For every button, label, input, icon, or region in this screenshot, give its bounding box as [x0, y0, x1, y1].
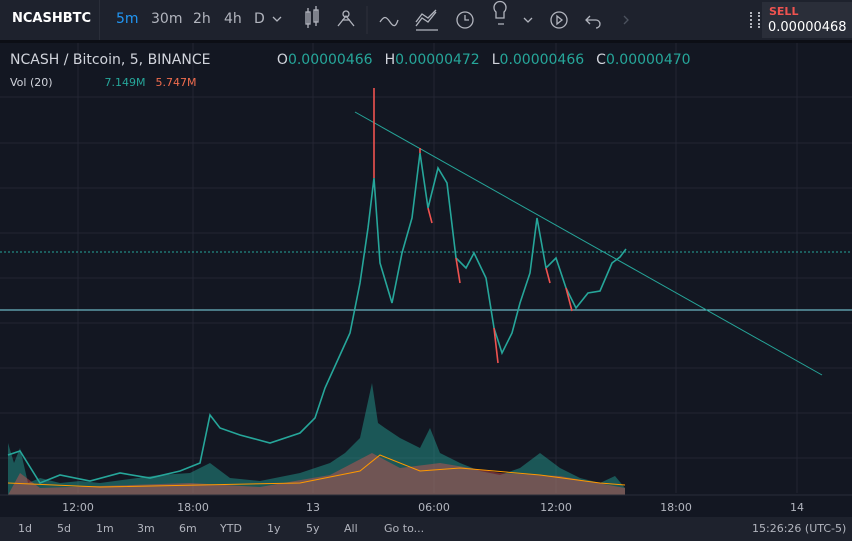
x-tick-label: 14 — [790, 501, 804, 514]
volume-legend: Vol (20) 7.149M 5.747M — [10, 76, 197, 89]
interval[interactable]: 4h — [224, 11, 242, 27]
ohlc-value: 0.00000466 — [287, 52, 373, 68]
volume-label[interactable]: Vol (20) — [10, 76, 53, 89]
chart: 12:00 18:00 13 06:00 12:00 18:00 14 — [0, 43, 852, 514]
range-button[interactable]: 1y — [267, 522, 281, 535]
trend-line[interactable] — [354, 111, 823, 376]
range-button[interactable]: 3m — [137, 522, 155, 535]
ohlc-key: H — [384, 52, 396, 68]
ohlc-key: O — [276, 52, 288, 68]
drag-handle — [750, 12, 760, 28]
interval[interactable]: 30m — [151, 11, 183, 27]
toolbar-icons — [272, 0, 629, 34]
x-tick-label: 18:00 — [177, 501, 209, 514]
symbol[interactable]: NCASHBTC — [0, 0, 100, 40]
range-button[interactable]: 6m — [179, 522, 197, 535]
interval[interactable]: 5m — [116, 11, 139, 27]
volume-value: 7.149M — [104, 76, 146, 89]
price-wicks — [373, 88, 573, 364]
x-tick-label: 18:00 — [660, 501, 692, 514]
range-button[interactable]: 1d — [18, 522, 32, 535]
x-tick-label: 06:00 — [418, 501, 450, 514]
sell-label: SELL — [769, 5, 799, 18]
range-button[interactable]: All — [344, 522, 358, 535]
goto-button[interactable]: Go to... — [384, 522, 425, 535]
ohlc: O0.00000466 H0.00000472 L0.00000466 C0.0000… — [265, 52, 691, 68]
volume — [7, 383, 626, 495]
range-button[interactable]: 5d — [57, 522, 71, 535]
range-button[interactable]: 1m — [96, 522, 114, 535]
sell-price: 0.00000468 — [768, 20, 847, 35]
sell-button[interactable]: SELL 0.00000468 — [762, 2, 852, 38]
price-path — [7, 152, 627, 484]
range-button[interactable]: 5y — [306, 522, 320, 535]
ohlc-key: C — [596, 52, 606, 68]
ohlc-value: 0.00000470 — [605, 52, 691, 68]
range-button[interactable]: YTD — [220, 522, 242, 535]
ohlc-value: 0.00000472 — [395, 52, 480, 68]
ohlc-key: L — [491, 52, 500, 68]
x-tick-label: 12:00 — [540, 501, 572, 514]
clock: 15:26:26 (UTC-5) — [752, 522, 847, 535]
volume-ma-value: 5.747M — [155, 76, 197, 89]
bottom-bar: 1d 5d 1m 3m 6m YTD 1y 5y All Go to... 15:26:26 (UT… — [0, 517, 852, 541]
toolbar: NCASHBTC 5m 30m 2h 4h D SELL 0.00000468 — [0, 0, 852, 43]
x-tick-label: 13 — [306, 501, 320, 514]
legend-title[interactable]: NCASH / Bitcoin, 5, BINANCE — [10, 52, 211, 68]
interval[interactable]: 2h — [193, 11, 211, 27]
ohlc-value: 0.00000466 — [499, 52, 585, 68]
legend: NCASH / Bitcoin, 5, BINANCE O0.00000466 H… — [10, 52, 691, 68]
interval[interactable]: D — [254, 11, 265, 27]
x-tick-label: 12:00 — [62, 501, 94, 514]
x-axis: 12:00 18:00 13 06:00 12:00 18:00 14 — [62, 501, 804, 514]
grid — [0, 43, 852, 493]
